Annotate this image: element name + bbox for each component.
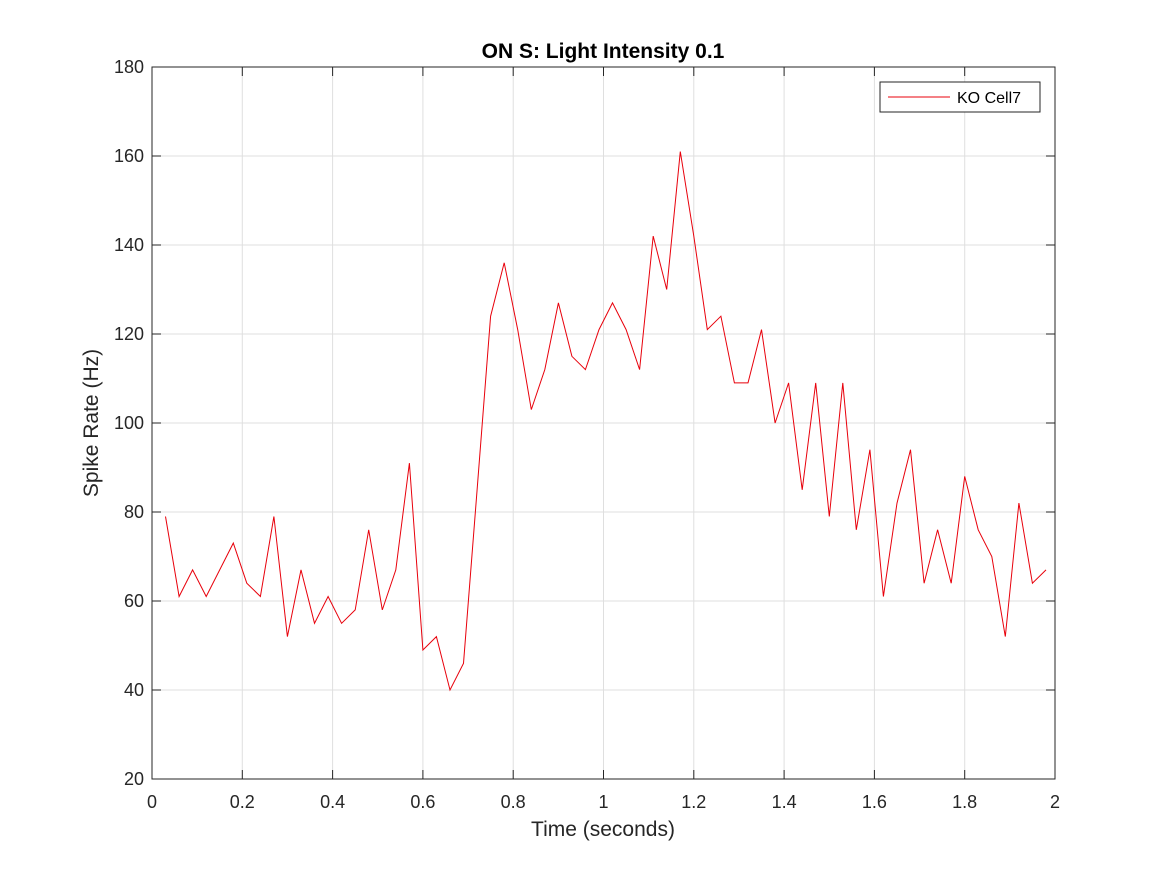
- x-tick-label: 0.2: [230, 792, 255, 812]
- x-tick-label: 2: [1050, 792, 1060, 812]
- y-tick-label: 100: [114, 413, 144, 433]
- series-group: [165, 151, 1047, 692]
- x-tick-label: 0.8: [501, 792, 526, 812]
- y-tick-label: 40: [124, 680, 144, 700]
- y-axis-label: Spike Rate (Hz): [80, 349, 103, 497]
- legend[interactable]: KO Cell7: [879, 81, 1041, 113]
- x-tick-label: 1: [598, 792, 608, 812]
- y-tick-label: 160: [114, 146, 144, 166]
- x-tick-labels: 0 0.2 0.4 0.6 0.8 1 1.2 1.4 1.6 1.8 2: [147, 792, 1060, 812]
- x-axis-label: Time (seconds): [531, 818, 675, 841]
- legend-label-ko-cell7: KO Cell7: [957, 90, 1021, 107]
- chart-title: ON S: Light Intensity 0.1: [482, 40, 725, 63]
- x-tick-label: 1.2: [681, 792, 706, 812]
- x-tick-label: 1.6: [862, 792, 887, 812]
- x-tick-label: 0.4: [320, 792, 345, 812]
- axes-box: [151, 66, 1056, 780]
- x-tick-label: 1.4: [772, 792, 797, 812]
- y-tick-label: 60: [124, 591, 144, 611]
- y-tick-label: 20: [124, 769, 144, 789]
- y-tick-label: 140: [114, 235, 144, 255]
- y-tick-labels: 20 40 60 80 100 120 140 160 180: [114, 57, 144, 789]
- x-tick-label: 0: [147, 792, 157, 812]
- y-tick-label: 80: [124, 502, 144, 522]
- y-tick-label: 180: [114, 57, 144, 77]
- x-tick-label: 0.6: [410, 792, 435, 812]
- series-line-ko-cell7: [165, 151, 1047, 692]
- y-tick-label: 120: [114, 324, 144, 344]
- x-tick-label: 1.8: [952, 792, 977, 812]
